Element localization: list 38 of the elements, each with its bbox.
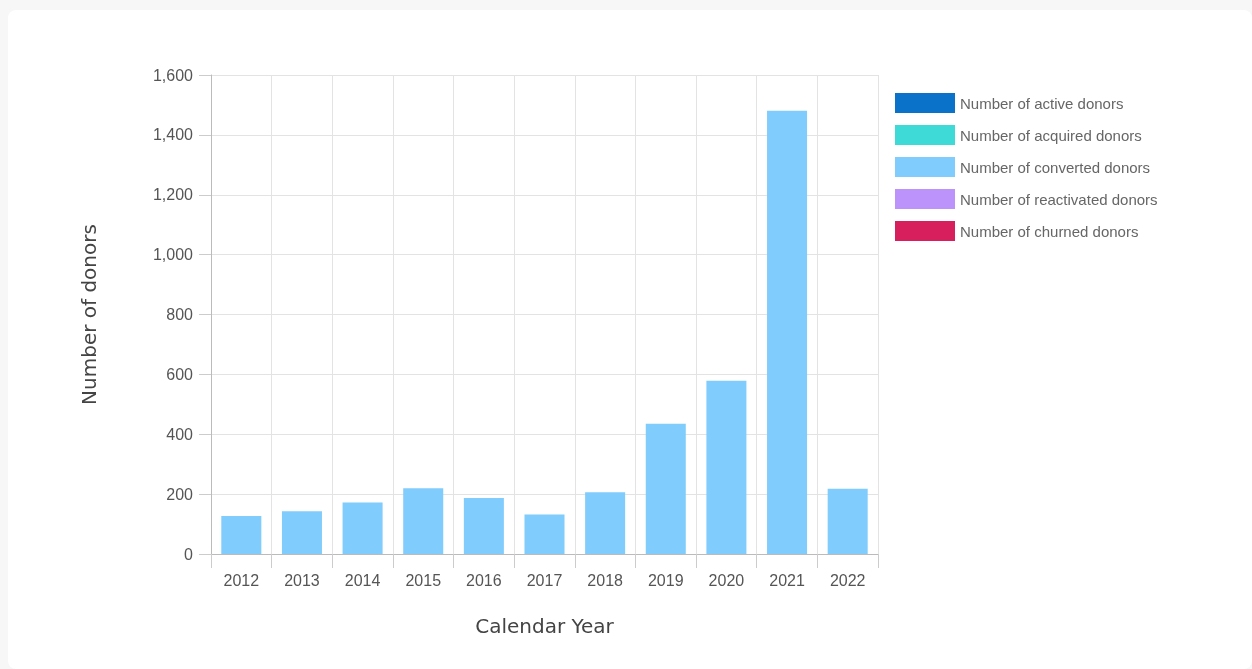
x-axis-title: Calendar Year — [475, 614, 615, 638]
legend-label: Number of churned donors — [960, 222, 1139, 240]
bar — [767, 110, 808, 554]
y-tick-label: 1,200 — [152, 186, 194, 204]
y-tick-label: 400 — [166, 425, 194, 443]
x-tick-label: 2022 — [829, 571, 866, 589]
bar — [281, 511, 322, 554]
x-tick-label: 2017 — [526, 571, 563, 589]
legend-label: Number of converted donors — [960, 158, 1151, 176]
x-tick-label: 2016 — [466, 571, 502, 589]
y-tick-label: 1,400 — [152, 126, 194, 144]
x-tick-label: 2015 — [405, 571, 442, 589]
y-tick-label: 800 — [166, 306, 194, 323]
legend-label: Number of acquired donors — [960, 126, 1142, 144]
x-tick-label: 2018 — [587, 571, 624, 589]
y-tick-label: 1,600 — [152, 66, 194, 84]
bar — [221, 515, 262, 554]
bar — [524, 514, 565, 554]
x-tick-label: 2014 — [344, 571, 381, 589]
bar — [585, 492, 626, 554]
y-tick-label: 200 — [166, 485, 194, 503]
bar — [342, 502, 383, 554]
y-tick-label: 0 — [184, 545, 194, 563]
y-axis-title: Number of donors — [77, 224, 101, 405]
y-tick-label: 1,000 — [152, 246, 194, 264]
x-tick-label: 2021 — [769, 571, 805, 589]
x-tick-label: 2013 — [284, 571, 320, 589]
x-tick-label: 2019 — [647, 571, 684, 589]
bar — [463, 498, 504, 554]
bar — [706, 380, 747, 554]
y-tick-label: 600 — [166, 365, 194, 383]
x-tick-label: 2012 — [223, 571, 260, 589]
bar — [403, 488, 444, 554]
bar — [645, 423, 686, 554]
legend-label: Number of active donors — [960, 94, 1124, 112]
x-tick-label: 2020 — [708, 571, 745, 589]
bar — [827, 488, 868, 554]
legend-label: Number of reactivated donors — [960, 190, 1158, 208]
